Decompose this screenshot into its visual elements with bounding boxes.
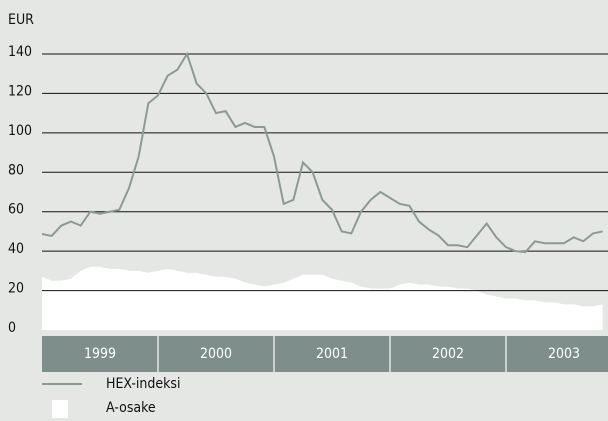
legend-swatch [52,400,68,418]
x-tick-label: 2001 [316,346,348,362]
y-tick-label: 40 [8,241,24,257]
y-tick-label: 120 [8,83,32,99]
y-axis-label: EUR [8,12,34,28]
y-tick-label: 0 [8,320,16,336]
y-tick-label: 140 [8,44,32,60]
legend-label: HEX-indeksi [106,376,181,392]
x-tick-label: 2003 [548,346,580,362]
legend-label: A-osake [106,400,156,416]
x-tick-label: 1999 [84,346,116,362]
y-tick-label: 100 [8,123,32,139]
x-tick-label: 2000 [200,346,232,362]
y-tick-label: 80 [8,162,24,178]
area [42,266,603,330]
y-tick-label: 60 [8,202,24,218]
x-tick-label: 2002 [432,346,464,362]
y-tick-label: 20 [8,281,24,297]
line [41,51,603,254]
year-band [42,336,608,372]
